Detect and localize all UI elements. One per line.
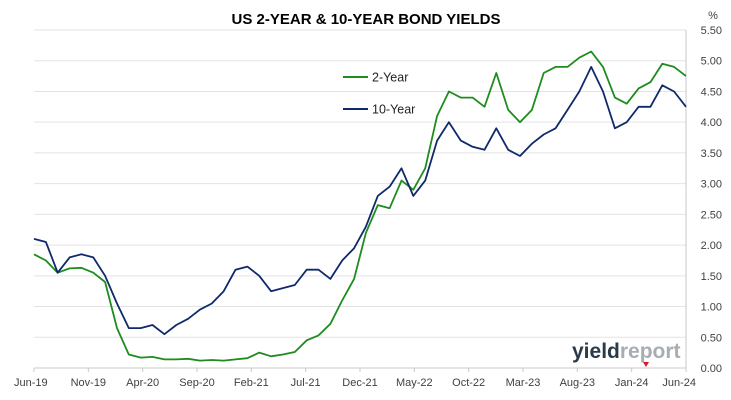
grid-lines	[34, 29, 686, 369]
x-tick-label: Mar-23	[506, 377, 541, 389]
x-axis-ticks: Jun-19 Nov-19 Apr-20 Sep-20 Feb-21 Jul-21 Dec-…	[14, 368, 696, 389]
x-tick-label: Jun-19	[14, 377, 48, 389]
y-tick-label: 3.50	[701, 148, 722, 160]
series-line-2-year	[33, 50, 687, 362]
x-tick-label: Aug-23	[560, 377, 595, 389]
y-axis-unit: %	[708, 10, 718, 22]
logo-text-report: report	[620, 340, 681, 363]
x-tick-label: Sep-20	[179, 377, 214, 389]
x-tick-label: Jul-21	[291, 377, 321, 389]
x-tick-label: Oct-22	[452, 377, 485, 389]
y-tick-label: 2.50	[701, 209, 722, 221]
x-tick-label: Jun-24	[662, 377, 696, 389]
y-tick-label: 2.00	[701, 240, 722, 252]
logo-text-yield: yield	[572, 340, 620, 363]
y-tick-label: 4.00	[701, 117, 722, 129]
y-tick-label: 4.50	[701, 86, 722, 98]
x-tick-label: Feb-21	[234, 377, 269, 389]
y-tick-label: 0.00	[701, 363, 722, 375]
yieldreport-logo: yieldreport	[572, 340, 681, 367]
x-tick-label: Jan-24	[615, 377, 649, 389]
y-tick-label: 3.00	[701, 179, 722, 191]
chart-title: US 2-YEAR & 10-YEAR BOND YIELDS	[232, 11, 501, 28]
series-lines	[33, 50, 687, 362]
svg-text:yieldreport: yieldreport	[572, 340, 681, 363]
x-tick-label: May-22	[396, 377, 433, 389]
y-tick-label: 5.50	[701, 25, 722, 37]
x-tick-label: Dec-21	[342, 377, 377, 389]
red-triangle-icon	[643, 362, 649, 367]
series-line-10-year	[33, 66, 687, 336]
legend-label-2-year: 2-Year	[372, 71, 408, 85]
legend-label-10-year: 10-Year	[372, 103, 415, 117]
y-tick-label: 1.00	[701, 302, 722, 314]
y-tick-label: 0.50	[701, 332, 722, 344]
x-tick-label: Nov-19	[71, 377, 106, 389]
y-tick-label: 1.50	[701, 271, 722, 283]
y-axis-ticks: 0.00 0.50 1.00 1.50 2.00 2.50 3.00 3.50 4.00 4.50…	[701, 25, 722, 375]
legend: 2-Year 10-Year	[343, 71, 415, 117]
x-tick-label: Apr-20	[126, 377, 159, 389]
y-tick-label: 5.00	[701, 56, 722, 68]
